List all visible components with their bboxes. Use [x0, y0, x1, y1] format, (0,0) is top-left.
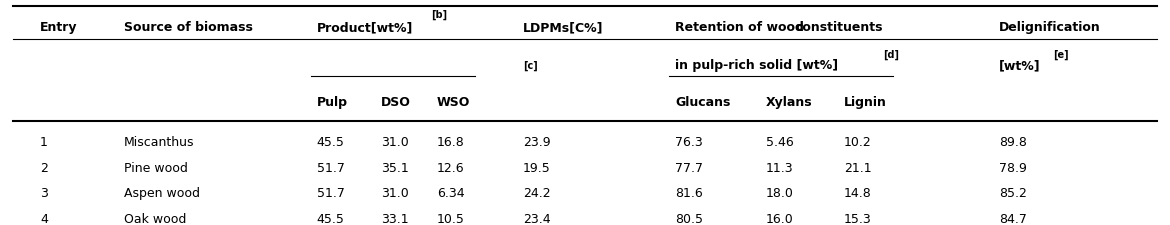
Text: Glucans: Glucans: [675, 96, 730, 109]
Text: 10.2: 10.2: [844, 136, 872, 149]
Text: Xylans: Xylans: [766, 96, 812, 109]
Text: 12.6: 12.6: [436, 162, 464, 176]
Text: Pulp: Pulp: [317, 96, 347, 109]
Text: 35.1: 35.1: [380, 162, 408, 176]
Text: 4: 4: [40, 213, 48, 225]
Text: Aspen wood: Aspen wood: [124, 187, 200, 200]
Text: Source of biomass: Source of biomass: [124, 21, 253, 34]
Text: constituents: constituents: [796, 21, 882, 34]
Text: 45.5: 45.5: [317, 136, 344, 149]
Text: [c]: [c]: [523, 61, 538, 71]
Text: 14.8: 14.8: [844, 187, 872, 200]
Text: 15.3: 15.3: [844, 213, 872, 225]
Text: 85.2: 85.2: [999, 187, 1027, 200]
Text: 2: 2: [40, 162, 48, 176]
Text: Miscanthus: Miscanthus: [124, 136, 194, 149]
Text: 78.9: 78.9: [999, 162, 1027, 176]
Text: 31.0: 31.0: [380, 136, 408, 149]
Text: 16.8: 16.8: [436, 136, 464, 149]
Text: 18.0: 18.0: [766, 187, 793, 200]
Text: 23.9: 23.9: [523, 136, 551, 149]
Text: Delignification: Delignification: [999, 21, 1101, 34]
Text: 24.2: 24.2: [523, 187, 551, 200]
Text: [e]: [e]: [1053, 50, 1068, 60]
Text: Product[wt%]: Product[wt%]: [317, 21, 413, 34]
Text: 51.7: 51.7: [317, 187, 344, 200]
Text: 77.7: 77.7: [675, 162, 703, 176]
Text: LDPMs[C%]: LDPMs[C%]: [523, 21, 604, 34]
Text: 23.4: 23.4: [523, 213, 551, 225]
Text: 11.3: 11.3: [766, 162, 793, 176]
Text: 5.46: 5.46: [766, 136, 793, 149]
Text: 84.7: 84.7: [999, 213, 1027, 225]
Text: [wt%]: [wt%]: [999, 59, 1041, 72]
Text: WSO: WSO: [436, 96, 470, 109]
Text: 89.8: 89.8: [999, 136, 1027, 149]
Text: 6.34: 6.34: [436, 187, 464, 200]
Text: 16.0: 16.0: [766, 213, 793, 225]
Text: DSO: DSO: [380, 96, 411, 109]
Text: Lignin: Lignin: [844, 96, 887, 109]
Text: 19.5: 19.5: [523, 162, 551, 176]
Text: Entry: Entry: [40, 21, 77, 34]
Text: 33.1: 33.1: [380, 213, 408, 225]
Text: 51.7: 51.7: [317, 162, 344, 176]
Text: 10.5: 10.5: [436, 213, 464, 225]
Text: 76.3: 76.3: [675, 136, 703, 149]
Text: 31.0: 31.0: [380, 187, 408, 200]
Text: 81.6: 81.6: [675, 187, 703, 200]
Text: 45.5: 45.5: [317, 213, 344, 225]
Text: Oak wood: Oak wood: [124, 213, 186, 225]
Text: 80.5: 80.5: [675, 213, 703, 225]
Text: Pine wood: Pine wood: [124, 162, 188, 176]
Text: 21.1: 21.1: [844, 162, 872, 176]
Text: 1: 1: [40, 136, 48, 149]
Text: 3: 3: [40, 187, 48, 200]
Text: [d]: [d]: [882, 50, 899, 60]
Text: in pulp-rich solid [wt%]: in pulp-rich solid [wt%]: [675, 59, 838, 72]
Text: Retention of wood: Retention of wood: [675, 21, 804, 34]
Text: [b]: [b]: [431, 9, 447, 20]
